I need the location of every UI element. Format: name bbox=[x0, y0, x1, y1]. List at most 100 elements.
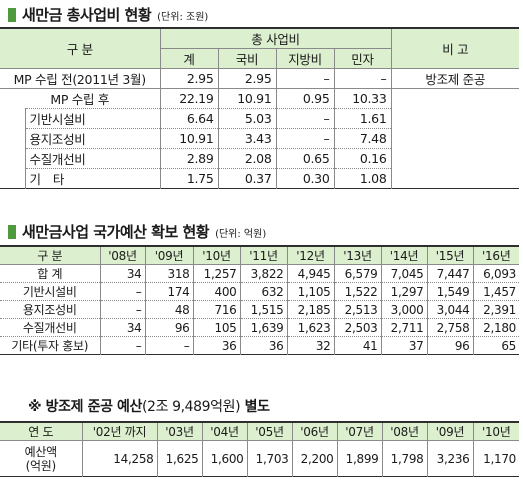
table-row: MP 수립 전(2011년 3월) 2.95 2.95 – – 방조제 준공 bbox=[0, 68, 519, 89]
cell-value: 34 bbox=[99, 264, 145, 283]
cell-value: 1,600 bbox=[201, 440, 247, 477]
table-row: 수질개선비 34 96 105 1,639 1,623 2,503 2,711 2,758 2,1… bbox=[0, 318, 519, 337]
cell-value: 6,093 bbox=[472, 264, 519, 283]
cell-value: 7,447 bbox=[426, 264, 473, 283]
row-label: 기타(투자 홍보) bbox=[0, 336, 100, 355]
cell-value: – bbox=[144, 336, 193, 355]
cell-value: 3,044 bbox=[426, 300, 473, 319]
header-category: 구 분 bbox=[0, 28, 160, 69]
table-row: MP 수립 후 22.19 10.91 0.95 10.33 bbox=[0, 88, 519, 189]
cell-value: 7.48 bbox=[333, 128, 391, 149]
cell-value: 65 bbox=[472, 336, 519, 355]
note-title-prefix: ※ 방조제 준공 예산 bbox=[28, 399, 142, 415]
section2-title-row: 새만금사업 국가예산 확보 현황 (단위: 억원) bbox=[0, 221, 266, 242]
cell-value: 2.08 bbox=[217, 148, 276, 169]
cell-value: 34 bbox=[99, 318, 145, 337]
cell-value: 4,945 bbox=[286, 264, 334, 283]
table-row: 수질개선비 2.89 2.08 0.65 0.16 bbox=[0, 148, 519, 169]
cell-value: 3.43 bbox=[217, 128, 276, 149]
cell-value: 1.75 bbox=[159, 168, 218, 189]
row-label-line1: 예산액 bbox=[24, 444, 58, 459]
section2-unit: (단위: 억원) bbox=[215, 229, 267, 240]
header-year: '15년 bbox=[426, 246, 473, 265]
cell-value: 632 bbox=[239, 282, 287, 301]
header-col-private: 민자 bbox=[333, 48, 391, 69]
cell-remark: 방조제 준공 bbox=[390, 68, 519, 89]
table-row: 기타(투자 홍보) – –36 36 32 41 37 96 65 bbox=[0, 336, 519, 355]
cell-value: 400 bbox=[192, 282, 240, 301]
cell-value: 96 bbox=[426, 336, 473, 355]
header-year: '08년 bbox=[381, 422, 427, 441]
cell-value: 2,711 bbox=[380, 318, 427, 337]
table-row: 기 타 1.75 0.37 0.30 1.08 bbox=[0, 168, 519, 189]
header-year: '13년 bbox=[333, 246, 381, 265]
cell-value: – bbox=[333, 68, 391, 89]
row-label: MP 수립 전(2011년 3월) bbox=[0, 68, 160, 89]
header-year: '11년 bbox=[239, 246, 287, 265]
cell-value: 5.03 bbox=[217, 108, 276, 129]
cell-remark-empty bbox=[390, 88, 519, 189]
cell-value: – bbox=[275, 68, 334, 89]
cell-value: 0.65 bbox=[275, 148, 334, 169]
cell-value: 1.08 bbox=[333, 168, 391, 189]
cell-value: 22.19 bbox=[159, 88, 218, 109]
header-year-label: 연 도 bbox=[0, 422, 82, 441]
row-label: 수질개선비 bbox=[0, 318, 100, 337]
cell-value: 318 bbox=[144, 264, 193, 283]
cell-value: 2.89 bbox=[159, 148, 218, 169]
cell-value: – bbox=[275, 128, 334, 149]
header-year: '08년 bbox=[99, 246, 145, 265]
row-label: 합 계 bbox=[0, 264, 100, 283]
header-year: '02년 까지 bbox=[81, 422, 157, 441]
cell-value: 1,522 bbox=[333, 282, 381, 301]
cell-value: 14,258 bbox=[81, 440, 157, 477]
cell-value: 6,579 bbox=[333, 264, 381, 283]
row-label: 수질개선비 bbox=[24, 148, 160, 169]
table-row: 용지조성비 10.91 3.43 – 7.48 bbox=[0, 128, 519, 149]
table-row: 합 계 34 318 1,257 3,822 4,945 6,579 7,045 7,447 6,… bbox=[0, 264, 519, 283]
cell-value: 32 bbox=[286, 336, 334, 355]
cell-value: 0.16 bbox=[333, 148, 391, 169]
cell-value: 1,899 bbox=[336, 440, 382, 477]
cell-value: 48 bbox=[144, 300, 193, 319]
note-title-suffix: 별도 bbox=[240, 399, 270, 415]
note-title: ※ 방조제 준공 예산(2조 9,489억원) 별도 bbox=[28, 396, 270, 416]
cell-value: 3,822 bbox=[239, 264, 287, 283]
cell-value: – bbox=[99, 300, 145, 319]
section1-title: 새만금 총사업비 현황 bbox=[22, 6, 152, 24]
indent-spacer bbox=[0, 109, 25, 189]
total-project-cost-table: 구 분 총 사업비 비 고 계 국비 지방비 민자 MP 수립 전(2011년 … bbox=[0, 27, 519, 189]
header-col-national: 국비 bbox=[217, 48, 276, 69]
cell-value: 41 bbox=[333, 336, 381, 355]
seawall-budget-table: 연 도 '02년 까지 '03년 '04년 '05년 '06년 '07년 '08년 '09년 '1… bbox=[0, 421, 519, 477]
row-label: 기반시설비 bbox=[24, 108, 160, 129]
cell-value: 2,185 bbox=[286, 300, 334, 319]
table-row: 예산액 (억원) 14,258 1,625 1,600 1,703 2,200 1,899 1,… bbox=[0, 440, 519, 477]
cell-value: 1,639 bbox=[239, 318, 287, 337]
header-total-cost: 총 사업비 bbox=[159, 28, 391, 49]
row-label: 예산액 (억원) bbox=[0, 440, 82, 477]
header-year: '10년 bbox=[192, 246, 240, 265]
header-col-total: 계 bbox=[159, 48, 218, 69]
cell-value: – bbox=[275, 108, 334, 129]
section2-title: 새만금사업 국가예산 확보 현황 bbox=[22, 223, 210, 241]
cell-value: 96 bbox=[144, 318, 193, 337]
cell-value: 1,549 bbox=[426, 282, 473, 301]
header-remarks: 비 고 bbox=[390, 28, 519, 69]
cell-value: 1,623 bbox=[286, 318, 334, 337]
green-square-icon bbox=[8, 224, 16, 239]
cell-value: 2,200 bbox=[291, 440, 337, 477]
cell-value: 3,000 bbox=[380, 300, 427, 319]
row-label: 기 타 bbox=[24, 168, 160, 189]
cell-value: 36 bbox=[239, 336, 287, 355]
cell-value: 1,703 bbox=[246, 440, 292, 477]
header-year: '12년 bbox=[286, 246, 334, 265]
cell-value: 1.61 bbox=[333, 108, 391, 129]
section1-unit: (단위: 조원) bbox=[157, 12, 209, 23]
cell-value: 2.95 bbox=[217, 68, 276, 89]
cell-value: 1,798 bbox=[381, 440, 427, 477]
cell-value: – bbox=[99, 336, 145, 355]
table-row: 기반시설비 6.64 5.03 – 1.61 bbox=[0, 108, 519, 129]
cell-value: 36 bbox=[192, 336, 240, 355]
header-year: '07년 bbox=[336, 422, 382, 441]
